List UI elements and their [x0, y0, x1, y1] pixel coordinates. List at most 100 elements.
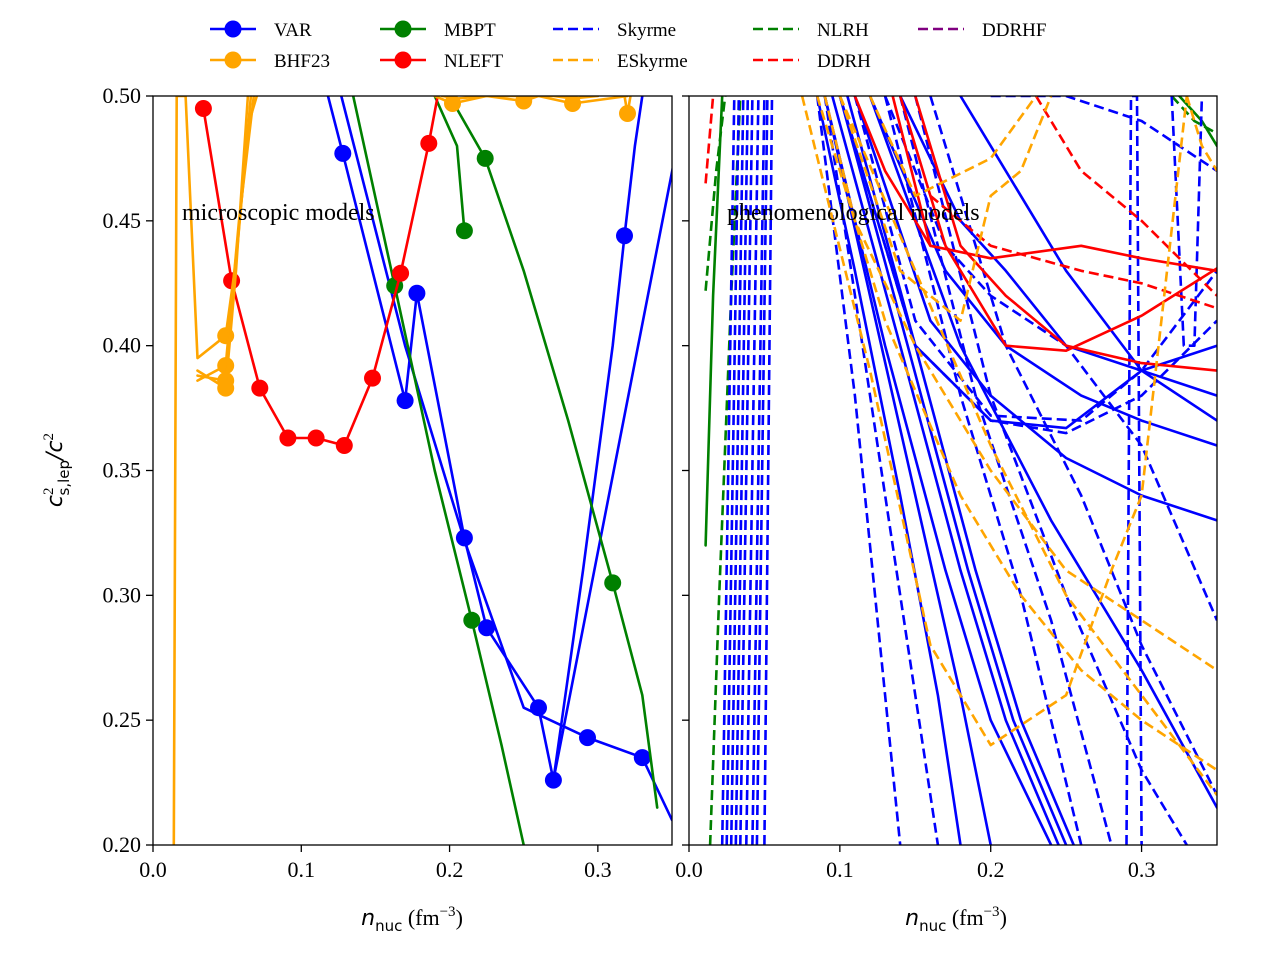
- series-line-skyrme: [898, 96, 1217, 397]
- data-point-nleft: [364, 369, 381, 387]
- data-point-bhf23: [217, 379, 235, 397]
- data-point-var: [616, 227, 633, 245]
- y-tick-label: 0.45: [103, 208, 142, 233]
- series-line-skyrme: [739, 96, 754, 845]
- series-line-skyrme: [929, 96, 1217, 796]
- series-line-skyrme: [883, 96, 1217, 621]
- series-line-bhf23: [196, 96, 250, 390]
- series-line-ddrh: [1034, 96, 1217, 297]
- ylabel-tail: /c: [43, 440, 68, 462]
- series-line-skyrme: [734, 96, 750, 845]
- xlabel-close: ): [456, 905, 463, 930]
- data-point-bhf23: [564, 96, 582, 112]
- series-line-skyrme: [823, 96, 1053, 845]
- data-point-nleft: [279, 429, 297, 447]
- xlabel-n: n: [361, 906, 375, 931]
- series-line-mbpt: [433, 96, 466, 233]
- series-line-ddrh: [891, 96, 1217, 273]
- svg-text:nnuc (fm−3): nnuc (fm−3): [905, 904, 1007, 935]
- legend-label-skyrme: Skyrme: [617, 20, 676, 41]
- data-point-nleft: [307, 429, 325, 447]
- series-line-skyrme: [846, 96, 1075, 845]
- series-line-escyrme: [823, 96, 1217, 672]
- data-point-mbpt: [455, 222, 473, 240]
- ylabel-sub: s,lep: [55, 460, 73, 496]
- legend-marker-nleft: [394, 51, 412, 69]
- series-line-nlrh: [1178, 96, 1217, 148]
- legend-label-mbpt: MBPT: [444, 20, 496, 41]
- series-line-skyrme: [763, 96, 774, 845]
- series-line-skyrme: [830, 96, 1060, 845]
- legend-marker-bhf23: [224, 51, 242, 69]
- series-line-skyrme: [815, 96, 962, 845]
- series-line-ddrh: [913, 96, 1217, 372]
- series-line-skyrme: [1170, 96, 1204, 348]
- legend-label-nleft: NLEFT: [444, 51, 504, 72]
- series-line-skyrme: [990, 96, 1217, 172]
- series-line-skyrme: [725, 96, 741, 845]
- x-tick-label: 0.2: [436, 857, 464, 882]
- series-line-skyrme: [853, 96, 1217, 522]
- series-line-escyrme: [800, 96, 1189, 747]
- data-point-bhf23: [619, 105, 636, 122]
- left-ticks: 0.0 0.1 0.2 0.3 0.20 0.25 0.30 0.35 0.40 0.45 0.50: [103, 83, 612, 882]
- right-series-group: [704, 96, 1217, 845]
- series-line-escyrme: [815, 96, 1217, 772]
- ylabel-c: c: [43, 495, 68, 507]
- series-line-escyrme: [838, 96, 1053, 323]
- data-point-mbpt: [604, 574, 622, 592]
- data-point-mbpt: [463, 611, 481, 629]
- x-tick-label: 0.0: [139, 857, 167, 882]
- xlabel-n: n: [905, 906, 919, 931]
- series-line-skyrme: [914, 96, 1188, 845]
- x-tick-label: 0.3: [584, 857, 612, 882]
- y-tick-label: 0.25: [103, 707, 142, 732]
- x-axis-label-right: nnuc (fm−3): [905, 904, 1007, 935]
- xlabel-unit-sup: −3: [984, 904, 1000, 920]
- legend-label-ddrh: DDRH: [817, 51, 871, 72]
- series-line-skyrme: [838, 96, 1068, 845]
- ylabel-sup: 2: [41, 487, 57, 495]
- legend-label-var: VAR: [274, 20, 312, 41]
- series-line-skyrme: [883, 96, 1083, 845]
- series-line-nlrh: [1170, 96, 1217, 135]
- data-point-var: [579, 729, 596, 747]
- y-tick-label: 0.20: [103, 832, 142, 857]
- series-line-skyrme: [745, 96, 760, 845]
- data-point-var: [633, 749, 651, 767]
- xlabel-unit: (fm: [946, 905, 983, 930]
- data-point-nleft: [420, 134, 438, 152]
- series-line-var: [339, 96, 672, 822]
- series-line-ddrh: [704, 96, 715, 184]
- series-line-skyrme: [868, 96, 1217, 809]
- x-tick-label: 0.1: [826, 857, 854, 882]
- y-tick-label: 0.30: [103, 582, 142, 607]
- series-line-ddrh: [929, 194, 1217, 310]
- x-tick-label: 0.0: [675, 857, 703, 882]
- series-line-nleft: [202, 96, 440, 447]
- series-line-bhf23: [440, 96, 600, 100]
- series-line-escyrme: [1185, 96, 1217, 172]
- y-tick-label: 0.50: [103, 83, 142, 108]
- data-point-bhf23: [515, 96, 533, 110]
- data-point-nleft: [251, 379, 269, 397]
- xlabel-unit: (fm: [402, 905, 439, 930]
- svg-text:nnuc (fm−3): nnuc (fm−3): [361, 904, 463, 935]
- xlabel-sub: nuc: [919, 917, 946, 935]
- series-line-skyrme: [751, 96, 766, 845]
- x-tick-label: 0.1: [288, 857, 316, 882]
- y-tick-label: 0.40: [103, 333, 142, 358]
- right-annotation: phenomenological models: [727, 200, 980, 226]
- series-line-skyrme: [898, 96, 1113, 845]
- x-tick-label: 0.2: [977, 857, 1005, 882]
- series-line-escyrme: [868, 96, 1038, 198]
- left-annotation: microscopic models: [182, 200, 375, 226]
- y-axis-label: c2s,lep/c2: [41, 433, 73, 507]
- series-line-skyrme: [823, 96, 993, 845]
- data-point-bhf23: [444, 96, 461, 112]
- data-point-mbpt: [476, 149, 494, 167]
- legend-label-bhf23: BHF23: [274, 51, 330, 72]
- data-point-var: [334, 144, 352, 162]
- data-point-var: [396, 392, 414, 410]
